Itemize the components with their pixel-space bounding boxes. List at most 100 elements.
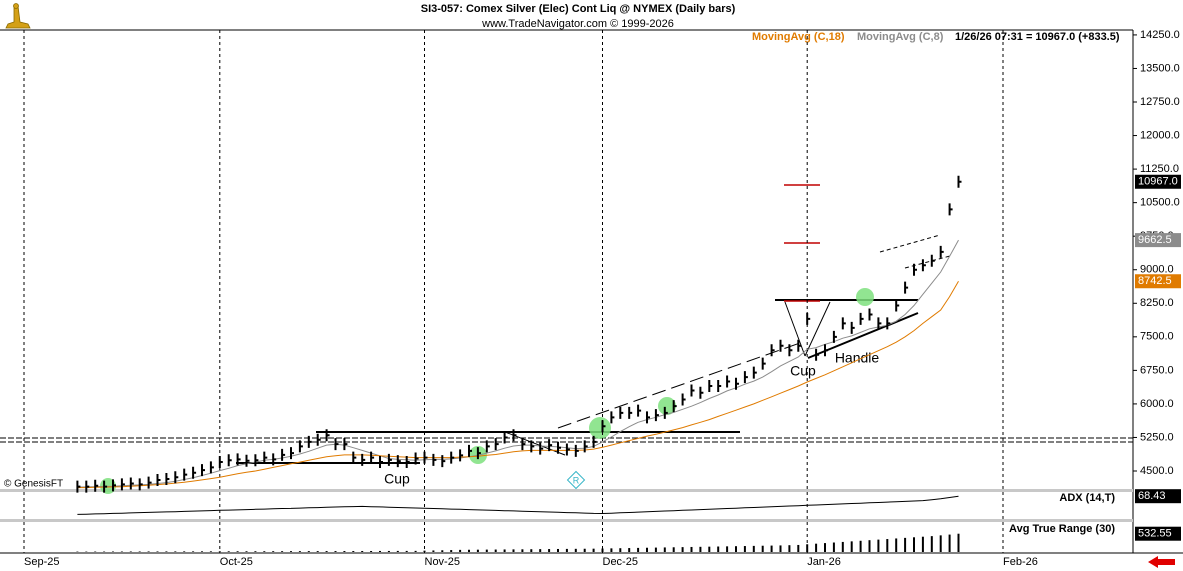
annotation: Cup [790, 363, 816, 379]
atr-bar [272, 551, 275, 552]
y-tick-label: 10500.0 [1140, 197, 1180, 209]
last-value-label: 68.43 [1138, 490, 1166, 502]
price-bar [557, 441, 561, 454]
atr-bar [459, 549, 462, 552]
price-bar [290, 447, 294, 460]
atr-bar [450, 550, 453, 552]
x-tick-label: Feb-26 [1003, 556, 1038, 568]
atr-bar [414, 550, 417, 552]
price-bar [103, 480, 108, 493]
y-tick-label: 12000.0 [1140, 129, 1180, 141]
atr-bar [138, 551, 141, 552]
price-bar [120, 478, 125, 491]
price-bar [539, 442, 544, 455]
atr-bar [654, 547, 657, 552]
price-bar [752, 366, 757, 379]
atr-bar [948, 534, 951, 552]
ma-line [77, 239, 959, 488]
price-bar [129, 477, 134, 490]
price-bar [832, 330, 837, 343]
atr-bar [476, 549, 479, 552]
annotation: Cup [384, 471, 410, 487]
atr-bar [548, 549, 551, 552]
indicator-name: ADX (14,T) [1059, 492, 1115, 504]
price-bar [503, 431, 508, 444]
atr-bar [904, 537, 907, 552]
atr-bar [441, 550, 444, 552]
atr-bar [663, 547, 666, 552]
atr-bar [361, 550, 364, 552]
price-bar [379, 456, 383, 469]
price-bar [468, 444, 472, 457]
price-bar [530, 440, 535, 453]
atr-bar [192, 551, 195, 552]
price-bar [423, 451, 428, 464]
ma-line [77, 281, 959, 489]
price-bar [494, 438, 499, 451]
atr-bar [637, 547, 640, 552]
last-value-tag [1135, 233, 1181, 248]
last-value-tag [1135, 274, 1181, 289]
price-bar [619, 406, 624, 419]
pane-separator [0, 519, 1133, 522]
price-bar [370, 451, 375, 464]
atr-bar [619, 548, 622, 552]
readout: 1/26/26 07:31 = 10967.0 (+833.5) [955, 31, 1120, 43]
atr-bar [832, 542, 835, 552]
last-value-label: 8742.5 [1138, 275, 1172, 287]
atr-bar [939, 535, 942, 552]
atr-bar [521, 549, 524, 552]
price-bar [904, 281, 909, 294]
price-bar [476, 447, 481, 460]
price-bar [770, 344, 775, 357]
price-bar [156, 473, 161, 486]
price-bar [236, 453, 241, 466]
price-bar [298, 440, 303, 453]
atr-bar [770, 545, 773, 552]
atr-bar [592, 548, 595, 552]
atr-bar [387, 550, 390, 552]
chart-title: SI3-057: Comex Silver (Elec) Cont Liq @ … [421, 3, 736, 15]
price-bar [735, 377, 739, 390]
atr-bar [174, 551, 177, 552]
atr-bar [930, 536, 933, 552]
atr-bar [539, 549, 542, 552]
price-bar [717, 380, 722, 393]
atr-bar [254, 551, 257, 552]
price-bar [824, 344, 828, 357]
price-bar [316, 433, 321, 446]
atr-bar [183, 551, 186, 552]
price-bar [512, 429, 517, 442]
atr-bar [281, 551, 284, 552]
y-tick-label: 8250.0 [1140, 297, 1174, 309]
price-bar [788, 344, 793, 357]
price-bar [112, 479, 116, 492]
annotation: Handle [835, 350, 880, 366]
price-bar [859, 312, 864, 325]
price-bar [815, 348, 820, 361]
price-bar [209, 461, 214, 474]
atr-bar [565, 548, 568, 552]
atr-bar [717, 546, 720, 552]
price-bar [761, 357, 766, 370]
atr-bar [583, 548, 586, 552]
price-bar [610, 411, 615, 424]
price-bar [841, 317, 846, 330]
price-bar [895, 299, 900, 312]
price-bar [913, 263, 917, 276]
atr-bar [298, 551, 301, 552]
atr-bar [352, 551, 355, 552]
price-bar [396, 455, 401, 468]
price-bar [681, 393, 686, 406]
y-tick-label: 6750.0 [1140, 364, 1174, 376]
atr-bar [921, 536, 924, 552]
atr-bar [218, 551, 221, 552]
adx-line [77, 495, 959, 515]
price-bar [654, 409, 659, 422]
y-tick-label: 14250.0 [1140, 29, 1180, 41]
scroll-arrow[interactable] [1148, 556, 1175, 568]
price-bar [743, 371, 748, 384]
atr-bar [343, 551, 346, 552]
